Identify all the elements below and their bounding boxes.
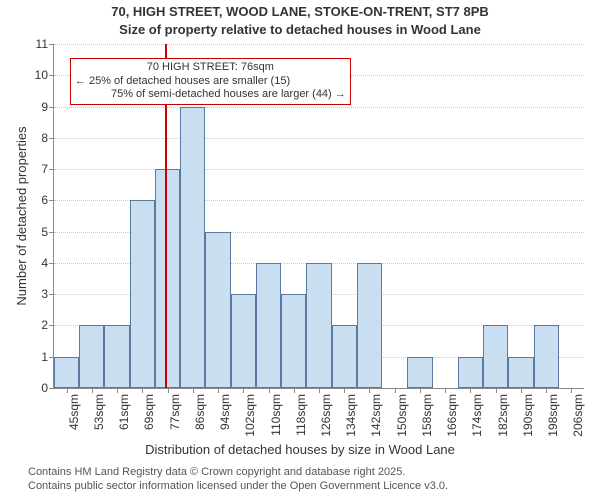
bar — [256, 263, 281, 388]
property-size-chart: 70, HIGH STREET, WOOD LANE, STOKE-ON-TRE… — [0, 0, 600, 500]
xtick-mark — [395, 388, 396, 393]
xtick-mark — [546, 388, 547, 393]
xtick-label: 206sqm — [571, 394, 585, 437]
xtick-label: 45sqm — [67, 394, 81, 430]
ytick-mark — [49, 200, 54, 201]
xtick-label: 94sqm — [218, 394, 232, 430]
xtick-mark — [344, 388, 345, 393]
xtick-label: 77sqm — [168, 394, 182, 430]
xtick-label: 198sqm — [546, 394, 560, 437]
plot-area: 0123456789101145sqm53sqm61sqm69sqm77sqm8… — [53, 44, 584, 389]
ytick-mark — [49, 263, 54, 264]
footer-copyright: Contains HM Land Registry data © Crown c… — [0, 466, 600, 478]
xtick-label: 166sqm — [445, 394, 459, 437]
ytick-label: 11 — [36, 37, 48, 51]
x-axis-label: Distribution of detached houses by size … — [0, 442, 600, 457]
ytick-mark — [49, 107, 54, 108]
xtick-mark — [168, 388, 169, 393]
xtick-mark — [496, 388, 497, 393]
xtick-mark — [67, 388, 68, 393]
footer-licence: Contains public sector information licen… — [0, 480, 600, 492]
xtick-label: 102sqm — [243, 394, 257, 437]
gridline — [54, 169, 584, 170]
ytick-label: 8 — [41, 131, 48, 145]
xtick-mark — [117, 388, 118, 393]
ytick-mark — [49, 44, 54, 45]
xtick-label: 150sqm — [395, 394, 409, 437]
bar — [458, 357, 483, 388]
ytick-label: 3 — [41, 287, 48, 301]
xtick-mark — [243, 388, 244, 393]
xtick-label: 174sqm — [470, 394, 484, 437]
ytick-label: 1 — [41, 350, 48, 364]
chart-title-line2: Size of property relative to detached ho… — [0, 22, 600, 37]
xtick-mark — [319, 388, 320, 393]
xtick-label: 182sqm — [496, 394, 510, 437]
ytick-mark — [49, 232, 54, 233]
bar — [231, 294, 256, 388]
bar — [180, 107, 205, 388]
gridline — [54, 138, 584, 139]
ytick-label: 2 — [41, 318, 48, 332]
bar — [483, 325, 508, 388]
ytick-mark — [49, 388, 54, 389]
xtick-mark — [420, 388, 421, 393]
bar — [508, 357, 533, 388]
xtick-label: 118sqm — [294, 394, 308, 436]
bar — [104, 325, 129, 388]
xtick-mark — [470, 388, 471, 393]
xtick-label: 53sqm — [92, 394, 106, 430]
xtick-mark — [142, 388, 143, 393]
annotation-title: 70 HIGH STREET: 76sqm — [75, 61, 346, 75]
annotation-larger: 75% of semi-detached houses are larger (… — [75, 88, 346, 102]
bar — [534, 325, 559, 388]
ytick-label: 9 — [41, 100, 48, 114]
xtick-label: 134sqm — [344, 394, 358, 437]
ytick-mark — [49, 75, 54, 76]
bar — [357, 263, 382, 388]
xtick-mark — [218, 388, 219, 393]
bar — [306, 263, 331, 388]
bar — [155, 169, 180, 388]
bar — [79, 325, 104, 388]
ytick-label: 10 — [35, 68, 48, 82]
annotation-box: 70 HIGH STREET: 76sqm ← 25% of detached … — [70, 58, 351, 105]
xtick-label: 86sqm — [193, 394, 207, 430]
bar — [130, 200, 155, 388]
ytick-mark — [49, 138, 54, 139]
xtick-label: 69sqm — [142, 394, 156, 430]
xtick-label: 190sqm — [521, 394, 535, 437]
xtick-mark — [269, 388, 270, 393]
bar — [332, 325, 357, 388]
ytick-mark — [49, 325, 54, 326]
ytick-label: 6 — [41, 193, 48, 207]
xtick-mark — [92, 388, 93, 393]
ytick-label: 7 — [41, 162, 48, 176]
xtick-label: 110sqm — [269, 394, 283, 436]
xtick-mark — [369, 388, 370, 393]
xtick-mark — [294, 388, 295, 393]
ytick-mark — [49, 169, 54, 170]
xtick-label: 126sqm — [319, 394, 333, 437]
ytick-mark — [49, 294, 54, 295]
xtick-mark — [571, 388, 572, 393]
gridline — [54, 107, 584, 108]
ytick-label: 5 — [41, 225, 48, 239]
xtick-label: 158sqm — [420, 394, 434, 437]
xtick-mark — [521, 388, 522, 393]
xtick-label: 61sqm — [117, 394, 131, 430]
ytick-label: 4 — [41, 256, 48, 270]
xtick-mark — [193, 388, 194, 393]
bar — [407, 357, 432, 388]
bar — [54, 357, 79, 388]
gridline — [54, 44, 584, 45]
annotation-smaller: ← 25% of detached houses are smaller (15… — [75, 75, 346, 89]
bar — [205, 232, 230, 388]
xtick-mark — [445, 388, 446, 393]
xtick-label: 142sqm — [369, 394, 383, 437]
chart-title-line1: 70, HIGH STREET, WOOD LANE, STOKE-ON-TRE… — [0, 4, 600, 19]
bar — [281, 294, 306, 388]
ytick-label: 0 — [41, 381, 48, 395]
y-axis-label: Number of detached properties — [14, 126, 29, 305]
